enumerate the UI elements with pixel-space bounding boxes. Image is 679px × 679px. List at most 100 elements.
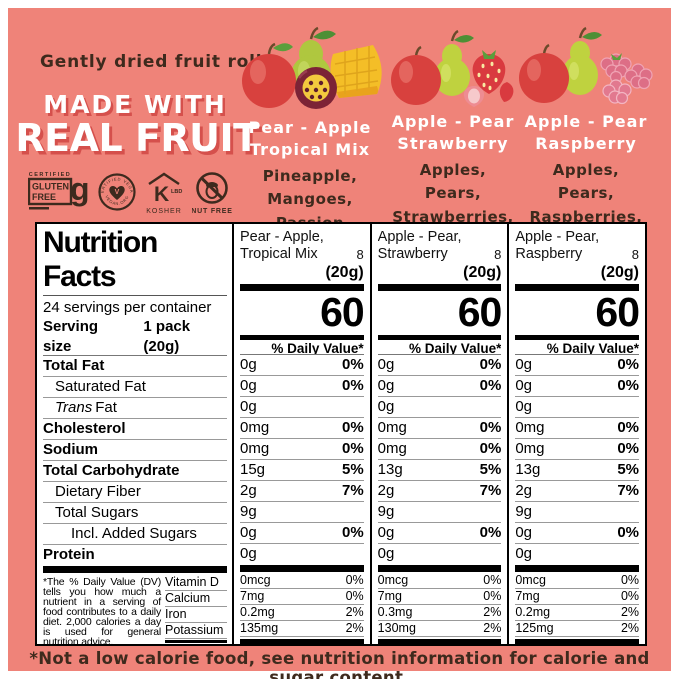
tropical-fruits-image xyxy=(242,26,382,109)
row-total-fat: 0g 0% xyxy=(515,355,640,377)
svg-text:KOSHER: KOSHER xyxy=(146,208,182,215)
variant-title: Apple - Pear Raspberry xyxy=(524,112,648,153)
calories-value: 60 xyxy=(320,289,364,335)
tagline: Gently dried fruit rolls. xyxy=(40,52,281,72)
row-potassium: 130mg 2% xyxy=(377,621,502,638)
row-sodium: 0mg 0% xyxy=(377,439,502,461)
vitamin-values: 0mcg 0% 7mg 0% 0.3mg 2% 130mg 2% xyxy=(377,573,502,638)
daily-value-header: % Daily Value* xyxy=(409,341,502,355)
row-label-protein: Protein xyxy=(43,546,95,563)
row-calcium: 7mg 0% xyxy=(240,589,364,606)
row-saturated-fat: 0g 0% xyxy=(240,376,364,398)
row-vitamin-d: 0mcg 0% xyxy=(377,573,502,590)
row-label-cholesterol: Cholesterol xyxy=(43,419,227,440)
row-total-fat: 0g 0% xyxy=(240,355,364,377)
row-total-sugars: 9g xyxy=(515,502,640,524)
row-potassium: 125mg 2% xyxy=(515,621,640,638)
row-iron: 0.2mg 2% xyxy=(240,605,364,622)
kosher-icon: K LBD KOSHER xyxy=(146,172,182,215)
row-vitamin-d: 0mcg 0% xyxy=(240,573,364,590)
gluten-free-icon: CERTIFIED GLUTEN FREE g xyxy=(28,171,90,210)
nutrient-labels: Total Fat Saturated Fat Trans Fat Cholest… xyxy=(43,355,227,566)
row-sodium: 0mg 0% xyxy=(240,439,364,461)
row-added-sugars: 0g 0% xyxy=(377,523,502,545)
row-label-saturated-fat: Saturated Fat xyxy=(43,377,227,398)
calories-value: 60 xyxy=(595,289,640,335)
row-added-sugars: 0g 0% xyxy=(240,523,364,545)
serving-grams: (20g) xyxy=(325,264,364,281)
row-dietary-fiber: 2g 7% xyxy=(377,481,502,503)
serving-size: Serving size 1 pack (20g) xyxy=(43,318,191,355)
calcium-label: Calcium xyxy=(165,591,227,607)
iron-label: Iron xyxy=(165,607,227,623)
row-added-sugars: 0g 0% xyxy=(515,523,640,545)
row-protein: 0g xyxy=(377,545,395,563)
row-sodium: 0mg 0% xyxy=(515,439,640,461)
row-label-trans-fat: Trans Fat xyxy=(43,398,227,419)
row-trans-fat: 0g xyxy=(240,397,364,419)
row-total-fat: 0g 0% xyxy=(377,355,502,377)
svg-text:g: g xyxy=(70,171,90,207)
serving-grams: (20g) xyxy=(463,264,502,281)
footnote-ref: 8 xyxy=(494,247,502,262)
row-potassium: 135mg 2% xyxy=(240,621,364,638)
column-header: Pear - Apple, Tropical Mix 8 (20g) 60 % D… xyxy=(240,224,364,354)
svg-text:CERTIFIED: CERTIFIED xyxy=(29,172,72,178)
column-header: Apple - Pear, Raspberry 8 (20g) 60 % Dail… xyxy=(515,224,640,355)
panel-column-strawberry: Apple - Pear, Strawberry 8 (20g) 60 % Dai… xyxy=(369,224,508,645)
svg-text:V: V xyxy=(115,189,120,196)
variant-tropical: Pear - Apple Tropical Mix Pineapple, Man… xyxy=(233,24,387,258)
nutrition-label-column: Nutrition Facts 24 servings per containe… xyxy=(37,224,232,644)
raspberry-fruits-image xyxy=(519,26,653,105)
headline-made-with: MADE WITH xyxy=(43,90,227,119)
vitamin-values: 0mcg 0% 7mg 0% 0.2mg 2% 135mg 2% xyxy=(240,573,364,638)
row-total-carbohydrate: 15g 5% xyxy=(240,460,364,482)
variant-title: Pear - Apple Tropical Mix xyxy=(248,118,372,159)
row-dietary-fiber: 2g 7% xyxy=(515,481,640,503)
daily-value-header: % Daily Value* xyxy=(546,341,640,355)
row-saturated-fat: 0g 0% xyxy=(377,376,502,398)
row-label-dietary-fiber: Dietary Fiber xyxy=(43,482,227,503)
panel-column-raspberry: Apple - Pear, Raspberry 8 (20g) 60 % Dail… xyxy=(507,224,645,645)
certified-vegan-icon: CERTIFIED VEGAN VEGAN.ORG V xyxy=(98,173,136,211)
calories-value: 60 xyxy=(457,289,502,335)
nutrient-values: 0g 0% 0g 0% 0g 0mg 0% 0mg 0% 15g 5% 2g 7% 9g 0… xyxy=(240,354,364,565)
servings-per-container: 24 servings per container xyxy=(43,299,212,316)
column-variant-name: Apple - Pear, Raspberry 8 xyxy=(515,229,640,262)
footnote-ref: 8 xyxy=(356,247,364,262)
row-trans-fat: 0g xyxy=(377,397,502,419)
row-label-sodium: Sodium xyxy=(43,440,227,461)
row-total-sugars: 9g xyxy=(377,502,502,524)
svg-text:GLUTEN: GLUTEN xyxy=(32,182,69,192)
nutrient-values: 0g 0% 0g 0% 0g 0mg 0% 0mg 0% 13g 5% 2g 7% 9g 0… xyxy=(377,354,502,565)
column-variant-name: Apple - Pear, Strawberry 8 xyxy=(377,229,502,262)
column-variant-name: Pear - Apple, Tropical Mix 8 xyxy=(240,229,364,262)
row-cholesterol: 0mg 0% xyxy=(515,418,640,440)
row-label-total-sugars: Total Sugars xyxy=(43,503,227,524)
row-saturated-fat: 0g 0% xyxy=(515,376,640,398)
nutrition-header: Nutrition Facts 24 servings per containe… xyxy=(43,224,227,355)
row-calcium: 7mg 0% xyxy=(377,589,502,606)
row-iron: 0.3mg 2% xyxy=(377,605,502,622)
row-cholesterol: 0mg 0% xyxy=(377,418,502,440)
headline-real-fruit: REAL FRUIT xyxy=(15,116,259,160)
raspberry-cluster xyxy=(600,53,653,105)
row-cholesterol: 0mg 0% xyxy=(240,418,364,440)
nut-free-icon: NUT FREE xyxy=(192,172,232,215)
row-protein: 0g xyxy=(515,545,533,563)
row-vitamin-d: 0mcg 0% xyxy=(515,573,640,590)
vitamin-d-label: Vitamin D xyxy=(165,575,227,591)
column-header: Apple - Pear, Strawberry 8 (20g) 60 % Dai… xyxy=(377,224,502,355)
daily-value-header: % Daily Value* xyxy=(271,341,364,355)
row-total-carbohydrate: 13g 5% xyxy=(377,460,502,482)
svg-text:LBD: LBD xyxy=(171,189,182,195)
row-iron: 0.2mg 2% xyxy=(515,605,640,622)
nutrient-values: 0g 0% 0g 0% 0g 0mg 0% 0mg 0% 13g 5% 2g 7% 9g 0… xyxy=(515,354,640,565)
daily-value-footnote: *The % Daily Value (DV) tells you how mu… xyxy=(43,576,161,644)
svg-text:K: K xyxy=(154,183,169,206)
row-total-sugars: 9g xyxy=(240,502,364,524)
row-label-added-sugars: Incl. Added Sugars xyxy=(43,524,227,545)
svg-text:NUT FREE: NUT FREE xyxy=(192,208,232,215)
vitamin-labels: Vitamin D Calcium Iron Potassium xyxy=(165,575,227,644)
